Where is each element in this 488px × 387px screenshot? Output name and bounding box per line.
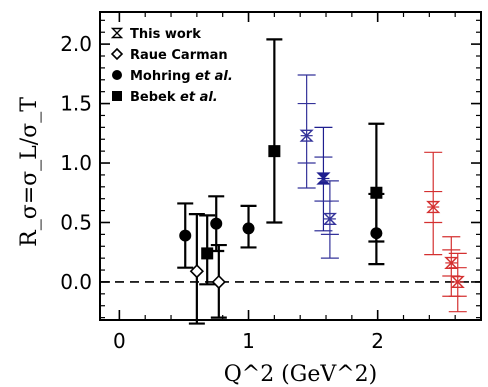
hourglass-marker — [444, 256, 459, 270]
legend-entry: Bebek et al. — [112, 90, 218, 105]
legend-label: Raue Carman — [130, 48, 228, 63]
legend-entry: This work — [110, 27, 201, 42]
data-point — [424, 151, 443, 256]
filled-circle-marker — [242, 222, 255, 235]
open-diamond-marker — [110, 47, 124, 61]
filled-circle-marker — [179, 229, 192, 242]
x-tick-label: 1 — [242, 329, 255, 353]
legend-label: Mohring et al. — [130, 69, 233, 84]
filled-square-marker — [268, 145, 281, 158]
legend-label-suffix: et al. — [176, 90, 218, 105]
hourglass-marker — [450, 275, 465, 289]
x-tick-label: 0 — [113, 329, 126, 353]
data-point — [240, 204, 257, 249]
data-point — [208, 195, 225, 253]
legend-entry: Mohring et al. — [112, 69, 233, 84]
x-tick-label: 2 — [371, 329, 384, 353]
data-point — [266, 38, 283, 224]
data-point — [368, 122, 385, 243]
data-point — [297, 74, 316, 189]
open-diamond-marker — [189, 264, 204, 279]
filled-square-marker — [370, 186, 383, 199]
data-point — [188, 213, 205, 325]
data-point — [210, 243, 227, 319]
plot-frame — [99, 11, 482, 321]
legend-label: This work — [130, 27, 201, 42]
y-axis-title: R_σ=σ_L/σ_T — [17, 97, 42, 247]
series — [199, 38, 385, 286]
y-tick-label: 1.0 — [60, 151, 92, 175]
y-tick-label: 2.0 — [60, 32, 92, 56]
hourglass-marker — [426, 200, 441, 214]
open-diamond-marker — [211, 274, 226, 290]
filled-square-marker — [112, 91, 122, 101]
hourglass-marker — [299, 129, 314, 142]
axes-frame — [99, 11, 482, 321]
hourglass-marker — [110, 27, 124, 39]
data-point — [177, 202, 194, 269]
legend: This work Raue Carman Mohring et al. Bebek … — [110, 27, 233, 105]
series — [297, 74, 467, 313]
data-point — [199, 214, 216, 286]
y-tick-label: 0.0 — [60, 270, 92, 294]
legend-entry: Raue Carman — [110, 47, 228, 63]
filled-square-marker — [201, 247, 214, 260]
y-tick-label: 0.5 — [60, 210, 92, 234]
filled-circle-marker — [210, 217, 223, 230]
y-tick-label: 1.5 — [60, 92, 92, 116]
data-point — [320, 180, 339, 259]
series — [188, 213, 227, 325]
filled-circle-marker — [112, 70, 122, 80]
legend-label: Bebek et al. — [130, 90, 218, 105]
data-point — [448, 252, 467, 313]
axis-labels: 0 1 2 0.0 0.5 1.0 1.5 2.0 Q^2 (GeV^2) R_σ=σ_L/σ_T — [17, 32, 384, 387]
data-layer — [177, 38, 467, 325]
hourglass-marker — [322, 212, 337, 226]
x-axis-title: Q^2 (GeV^2) — [224, 362, 378, 387]
legend-label-suffix: et al. — [191, 69, 233, 84]
